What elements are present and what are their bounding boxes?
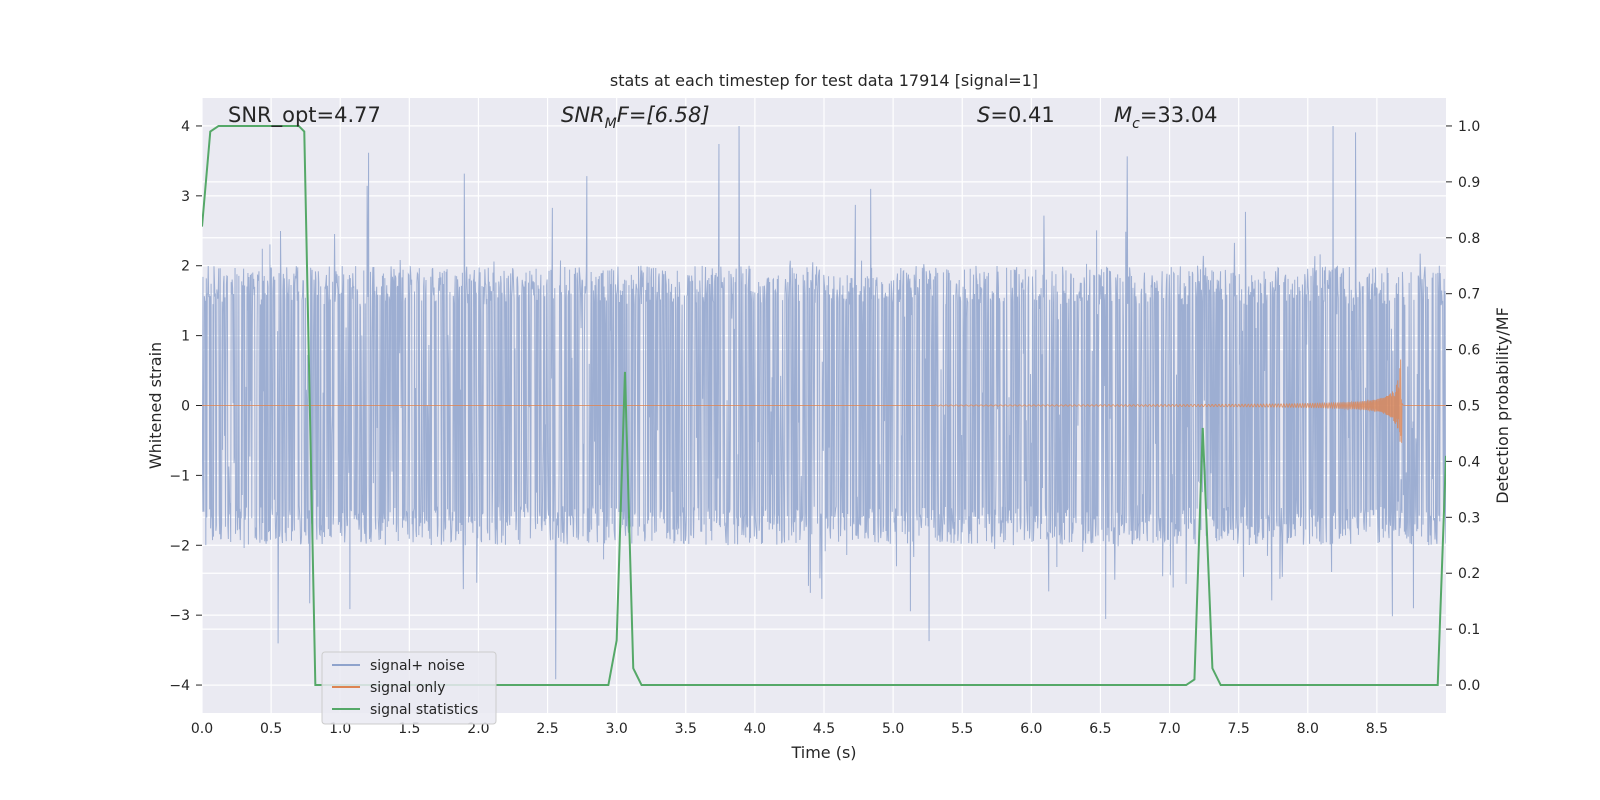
annotation-snr-opt: SNR_opt=4.77 bbox=[228, 103, 381, 128]
chart-title: stats at each timestep for test data 179… bbox=[610, 71, 1038, 90]
y-tick-label-left-3: −1 bbox=[169, 468, 190, 484]
legend-label-signal-noise: signal+ noise bbox=[370, 658, 465, 674]
x-tick-label-1: 0.5 bbox=[260, 721, 282, 737]
x-tick-label-17: 8.5 bbox=[1366, 721, 1388, 737]
series-signal-noise bbox=[202, 125, 1446, 680]
y-tick-label-right-7: 0.7 bbox=[1458, 287, 1480, 303]
annotation-snr-mf: SNRMF=[6.58] bbox=[561, 103, 710, 132]
legend-label-signal-statistics: signal statistics bbox=[370, 702, 478, 718]
y-tick-label-left-8: 4 bbox=[181, 119, 190, 135]
x-tick-label-5: 2.5 bbox=[536, 721, 558, 737]
legend-label-signal-only: signal only bbox=[370, 680, 445, 696]
y-tick-label-right-4: 0.4 bbox=[1458, 454, 1480, 470]
y-tick-label-right-5: 0.5 bbox=[1458, 399, 1480, 415]
x-tick-label-8: 4.0 bbox=[744, 721, 766, 737]
x-tick-label-14: 7.0 bbox=[1158, 721, 1180, 737]
y-tick-label-left-1: −3 bbox=[169, 608, 190, 624]
y-tick-label-left-5: 1 bbox=[181, 329, 190, 345]
y-tick-label-right-6: 0.6 bbox=[1458, 343, 1480, 359]
y-tick-label-right-0: 0.0 bbox=[1458, 678, 1480, 694]
x-tick-label-4: 2.0 bbox=[467, 721, 489, 737]
legend-box bbox=[321, 651, 497, 725]
x-tick-label-3: 1.5 bbox=[398, 721, 420, 737]
annotation-mc-sub: c bbox=[1132, 116, 1140, 132]
annotation-mc: Mc=33.04 bbox=[1114, 103, 1218, 132]
annotation-mc-main: M bbox=[1114, 103, 1132, 127]
x-tick-label-15: 7.5 bbox=[1228, 721, 1250, 737]
x-tick-label-11: 5.5 bbox=[951, 721, 973, 737]
x-tick-label-7: 3.5 bbox=[675, 721, 697, 737]
x-tick-label-12: 6.0 bbox=[1020, 721, 1042, 737]
y-tick-label-right-10: 1.0 bbox=[1458, 119, 1480, 135]
y-tick-label-right-9: 0.9 bbox=[1458, 175, 1480, 191]
x-tick-label-9: 4.5 bbox=[813, 721, 835, 737]
y-tick-label-left-4: 0 bbox=[181, 399, 190, 415]
y-tick-label-left-7: 3 bbox=[181, 189, 190, 205]
annotation-s-main: S bbox=[977, 103, 990, 127]
annotation-s: S=0.41 bbox=[977, 103, 1055, 127]
x-axis-label: Time (s) bbox=[790, 743, 856, 762]
x-tick-label-13: 6.5 bbox=[1089, 721, 1111, 737]
y-axis-label-left: Whitened strain bbox=[146, 342, 165, 469]
y-axis-label-right: Detection probability/MF bbox=[1493, 307, 1512, 504]
annotation-s-rest: =0.41 bbox=[990, 103, 1054, 127]
y-tick-label-left-6: 2 bbox=[181, 259, 190, 275]
y-tick-label-right-2: 0.2 bbox=[1458, 566, 1480, 582]
y-tick-label-left-0: −4 bbox=[169, 678, 190, 694]
series-signal-only bbox=[202, 359, 1446, 443]
annotation-mc-rest: =33.04 bbox=[1140, 103, 1218, 127]
x-tick-label-10: 5.0 bbox=[882, 721, 904, 737]
y-tick-label-left-2: −2 bbox=[169, 538, 190, 554]
annotation-snr-mf-rest: F=[6.58] bbox=[617, 103, 710, 127]
y-tick-label-right-8: 0.8 bbox=[1458, 231, 1480, 247]
annotation-snr-mf-main: SNR bbox=[561, 103, 605, 127]
y-tick-label-right-1: 0.1 bbox=[1458, 622, 1480, 638]
x-tick-label-6: 3.0 bbox=[606, 721, 628, 737]
x-tick-label-0: 0.0 bbox=[191, 721, 213, 737]
y-tick-label-right-3: 0.3 bbox=[1458, 510, 1480, 526]
x-tick-label-16: 8.0 bbox=[1297, 721, 1319, 737]
series-signal-statistics bbox=[202, 124, 1446, 687]
annotation-snr-mf-sub: M bbox=[605, 116, 617, 132]
x-tick-label-2: 1.0 bbox=[329, 721, 351, 737]
legend: signal+ noise signal only signal statist… bbox=[321, 651, 497, 725]
axis-ticks: 0.0 0.5 1.0 1.5 2.0 2.5 3.0 3.5 4.0 4.5 5.0 5.5 6.0 6… bbox=[169, 119, 1480, 737]
